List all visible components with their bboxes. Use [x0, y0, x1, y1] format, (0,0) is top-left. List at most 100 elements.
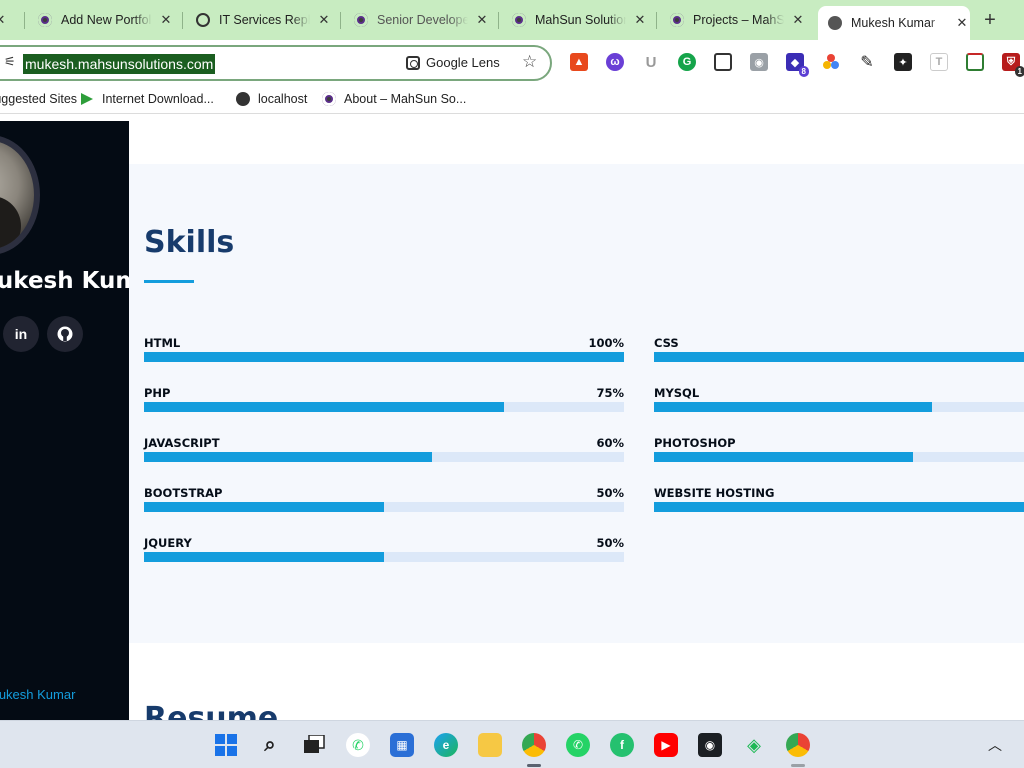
globe-favicon-icon: [828, 16, 842, 30]
site-info-icon[interactable]: ⚟: [4, 54, 16, 69]
tab-separator: [656, 12, 657, 29]
progress-track: [654, 452, 1024, 462]
bookmark-star-icon[interactable]: ☆: [522, 52, 538, 71]
close-icon[interactable]: ✕: [476, 12, 488, 27]
close-icon[interactable]: ✕: [956, 15, 968, 30]
eyedropper-extension-icon[interactable]: ✎: [860, 54, 874, 71]
skill-name: PHP: [144, 386, 171, 400]
skill-name: WEBSITE HOSTING: [654, 486, 775, 500]
wordpress-favicon-icon: [322, 92, 336, 106]
progress-fill: [144, 402, 504, 412]
windows-taskbar: ⌕ ✆ ▦ e ✆ f ▶ ◉ ◈ ︿: [0, 720, 1024, 768]
chevron-up-icon[interactable]: ︿: [988, 737, 1002, 753]
windows-logo-icon: [215, 734, 237, 756]
tab-previous[interactable]: ✕: [0, 5, 16, 35]
file-explorer-icon[interactable]: [478, 733, 502, 757]
tab-mahsun-solutions[interactable]: MahSun Solutions ✕: [512, 5, 648, 35]
google-lens-button[interactable]: Google Lens: [406, 55, 500, 70]
linkedin-icon[interactable]: in: [3, 316, 39, 352]
skill-javascript: JAVASCRIPT 60%: [144, 436, 624, 476]
progress-fill: [654, 402, 932, 412]
camera-extension-icon[interactable]: ◉: [750, 53, 768, 71]
close-icon[interactable]: ✕: [0, 12, 8, 28]
task-view-glyph-icon: [304, 735, 325, 753]
github-icon[interactable]: [47, 316, 83, 352]
bookmark-suggested-sites[interactable]: Suggested Sites: [0, 92, 78, 106]
tab-add-new-portfolio[interactable]: Add New Portfolio ✕: [38, 5, 174, 35]
start-icon[interactable]: [214, 733, 238, 757]
edge-icon[interactable]: e: [434, 733, 458, 757]
bookmark-about-mahsun[interactable]: About – MahSun So...: [322, 92, 466, 106]
progress-fill: [654, 352, 1024, 362]
close-icon[interactable]: ✕: [634, 12, 646, 27]
freshdesk-icon[interactable]: f: [610, 733, 634, 757]
search-icon[interactable]: ⌕: [264, 733, 276, 756]
bookmark-localhost[interactable]: localhost: [236, 92, 307, 106]
tab-senior-developer[interactable]: Senior Developer ✕: [354, 5, 490, 35]
progress-track: [144, 402, 624, 412]
profile-sidebar: Mukesh Kumar in Mukesh Kumar: [0, 121, 166, 720]
skill-value: 50%: [596, 486, 624, 500]
skill-bootstrap: BOOTSTRAP 50%: [144, 486, 624, 526]
title-underline: [144, 280, 194, 283]
skill-website-hosting: WEBSITE HOSTING: [654, 486, 1024, 526]
skill-mysql: MYSQL: [654, 386, 1024, 426]
shield-extension-icon[interactable]: ⛨ 1: [1002, 53, 1024, 77]
github-glyph-icon: [57, 326, 73, 342]
close-icon[interactable]: ✕: [792, 12, 804, 27]
avatar: [0, 135, 40, 255]
whatsapp-icon[interactable]: ✆: [346, 733, 370, 757]
running-app-indicator: [791, 764, 805, 767]
address-bar[interactable]: ⚟ mukesh.mahsunsolutions.com Google Lens…: [0, 45, 552, 81]
skill-name: HTML: [144, 336, 181, 350]
skill-name: CSS: [654, 336, 679, 350]
tab-separator: [498, 12, 499, 29]
progress-fill: [654, 502, 1024, 512]
skill-css: CSS: [654, 336, 1024, 376]
globe-icon: [236, 92, 250, 106]
active-app-indicator: [527, 764, 541, 767]
browser-tabstrip: ✕ Add New Portfolio ✕ IT Services Rephra…: [0, 0, 1024, 40]
text-extension-icon[interactable]: T: [930, 53, 948, 71]
bookmark-internet-download[interactable]: Internet Download...: [80, 92, 214, 106]
grammarly-icon[interactable]: G: [678, 53, 696, 71]
store-icon[interactable]: ▦: [390, 733, 414, 757]
skill-name: PHOTOSHOP: [654, 436, 736, 450]
github-icon[interactable]: ◉: [698, 733, 722, 757]
task-view-icon[interactable]: [302, 733, 326, 757]
color-dots-extension-icon[interactable]: [822, 53, 840, 71]
extension-icon-1[interactable]: ▲: [570, 53, 588, 71]
google-lens-label: Google Lens: [426, 55, 500, 70]
progress-fill: [144, 552, 384, 562]
extension-icon-badge[interactable]: ◆ 8: [786, 53, 809, 77]
tab-separator: [340, 12, 341, 29]
skill-name: JAVASCRIPT: [144, 436, 220, 450]
close-icon[interactable]: ✕: [160, 12, 172, 27]
new-tab-icon[interactable]: +: [984, 9, 996, 31]
extension-icon-3[interactable]: U: [645, 53, 657, 71]
youtube-icon[interactable]: ▶: [654, 733, 678, 757]
chrome-icon[interactable]: [522, 733, 546, 757]
skill-html: HTML 100%: [144, 336, 624, 376]
window-extension-icon[interactable]: [966, 53, 984, 71]
tab-it-services[interactable]: IT Services Rephrase ✕: [196, 5, 332, 35]
wordpress-favicon-icon: [354, 13, 368, 27]
wordpress-favicon-icon: [38, 13, 52, 27]
tab-mukesh-kumar[interactable]: Mukesh Kumar ✕: [818, 6, 970, 40]
browser-toolbar: ⚟ mukesh.mahsunsolutions.com Google Lens…: [0, 40, 1024, 86]
lens-icon: [406, 55, 420, 70]
vpn-icon[interactable]: ◈: [747, 734, 761, 755]
whatsapp-icon[interactable]: ✆: [566, 733, 590, 757]
tab-projects[interactable]: Projects – MahSun ✕: [670, 5, 806, 35]
extension-icon-2[interactable]: ω: [606, 53, 624, 71]
chrome-icon[interactable]: [786, 733, 810, 757]
tab-separator: [24, 12, 25, 29]
extension-icon-dark[interactable]: ✦: [894, 53, 912, 71]
close-icon[interactable]: ✕: [318, 12, 330, 27]
skill-name: BOOTSTRAP: [144, 486, 223, 500]
url-text[interactable]: mukesh.mahsunsolutions.com: [23, 54, 216, 74]
footer-credit-link[interactable]: Mukesh Kumar: [0, 687, 76, 702]
idm-icon: [81, 93, 93, 105]
image-extension-icon[interactable]: [714, 53, 732, 71]
progress-fill: [144, 502, 384, 512]
